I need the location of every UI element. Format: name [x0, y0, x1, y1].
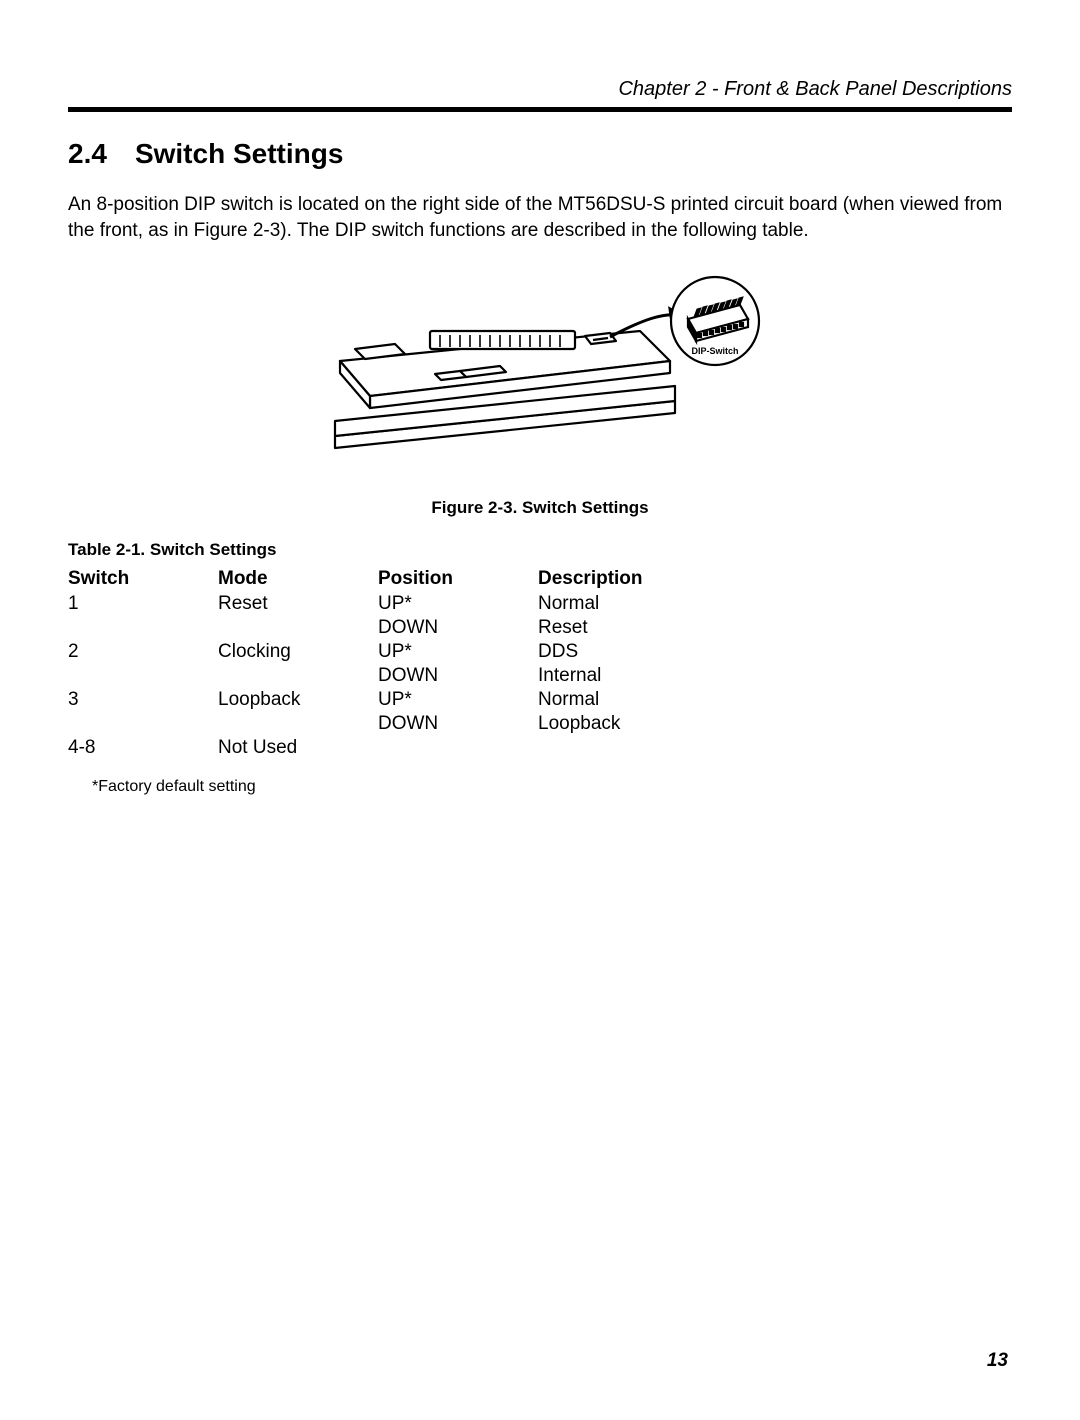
cell-position: DOWN	[378, 664, 538, 688]
cell-mode: Reset	[218, 592, 378, 616]
cell-position: UP*	[378, 640, 538, 664]
circuit-board-diagram: DIP-Switch	[310, 271, 770, 481]
dip-switch-label: DIP-Switch	[691, 346, 738, 356]
col-header-mode: Mode	[218, 566, 378, 592]
cell-switch	[68, 664, 218, 688]
cell-description: DDS	[538, 640, 758, 664]
table-row: 1 Reset UP* Normal	[68, 592, 758, 616]
table-row: 4-8 Not Used	[68, 736, 758, 760]
cell-switch: 3	[68, 688, 218, 712]
cell-position: UP*	[378, 688, 538, 712]
cell-description: Normal	[538, 688, 758, 712]
cell-description: Normal	[538, 592, 758, 616]
cell-position: DOWN	[378, 616, 538, 640]
header-rule	[68, 107, 1012, 112]
table-header-row: Switch Mode Position Description	[68, 566, 758, 592]
col-header-description: Description	[538, 566, 758, 592]
col-header-switch: Switch	[68, 566, 218, 592]
section-title: 2.4 Switch Settings	[68, 138, 1012, 170]
table-row: DOWN Internal	[68, 664, 758, 688]
cell-mode: Loopback	[218, 688, 378, 712]
switch-settings-table: Switch Mode Position Description 1 Reset…	[68, 566, 758, 760]
cell-mode	[218, 616, 378, 640]
col-header-position: Position	[378, 566, 538, 592]
cell-mode: Clocking	[218, 640, 378, 664]
cell-position: DOWN	[378, 712, 538, 736]
section-name: Switch Settings	[135, 138, 343, 169]
chapter-header: Chapter 2 - Front & Back Panel Descripti…	[68, 78, 1012, 101]
table-row: 2 Clocking UP* DDS	[68, 640, 758, 664]
cell-switch	[68, 616, 218, 640]
table-row: DOWN Loopback	[68, 712, 758, 736]
page-number: 13	[987, 1350, 1008, 1372]
table-footnote: *Factory default setting	[92, 778, 1012, 796]
cell-switch: 2	[68, 640, 218, 664]
cell-switch: 1	[68, 592, 218, 616]
cell-mode: Not Used	[218, 736, 378, 760]
section-number: 2.4	[68, 138, 107, 170]
cell-mode	[218, 664, 378, 688]
table-row: DOWN Reset	[68, 616, 758, 640]
cell-switch	[68, 712, 218, 736]
table-title: Table 2-1. Switch Settings	[68, 540, 1012, 560]
section-paragraph: An 8-position DIP switch is located on t…	[68, 192, 1012, 243]
cell-position: UP*	[378, 592, 538, 616]
cell-description: Internal	[538, 664, 758, 688]
figure-caption: Figure 2-3. Switch Settings	[68, 498, 1012, 518]
cell-position	[378, 736, 538, 760]
table-row: 3 Loopback UP* Normal	[68, 688, 758, 712]
cell-description: Loopback	[538, 712, 758, 736]
figure: DIP-Switch	[68, 271, 1012, 486]
cell-description: Reset	[538, 616, 758, 640]
cell-description	[538, 736, 758, 760]
page: Chapter 2 - Front & Back Panel Descripti…	[0, 0, 1080, 836]
cell-mode	[218, 712, 378, 736]
cell-switch: 4-8	[68, 736, 218, 760]
